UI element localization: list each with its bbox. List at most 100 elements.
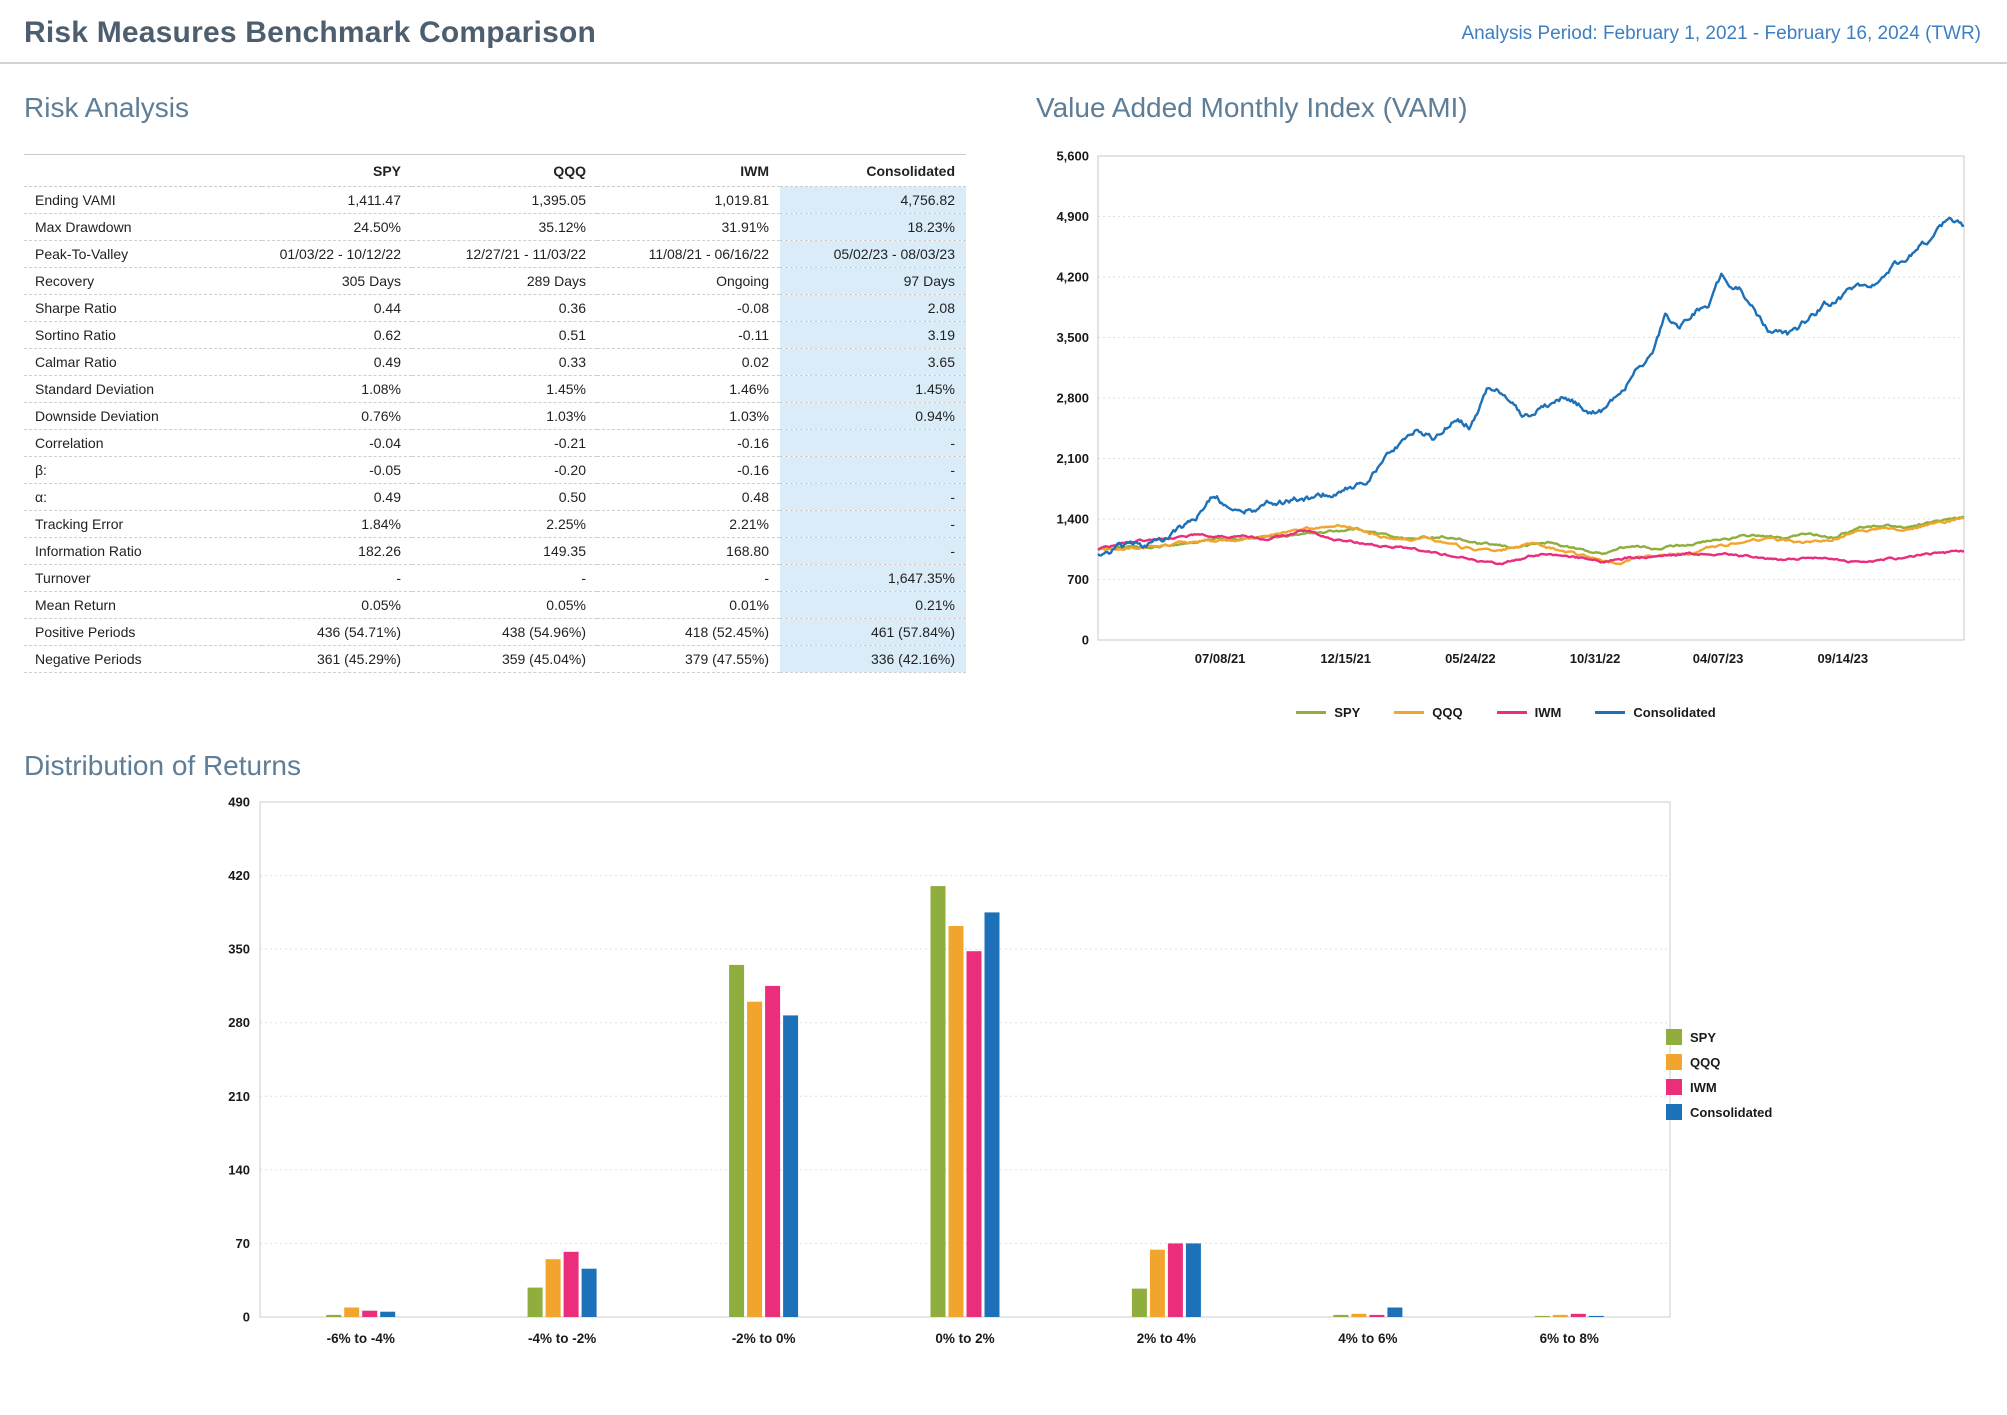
category-label: -6% to -4% [327,1331,395,1346]
table-row: Calmar Ratio 0.49 0.33 0.02 3.65 [24,348,966,376]
series-line-spy [1097,515,1965,556]
metric-column-header [24,154,262,187]
metric-value: 0.76% [361,408,401,424]
distribution-section: Distribution of Returns 0 70 140 210 280 350 4… [0,720,2007,1370]
legend-label: IWM [1690,1079,1717,1095]
metric-value: 438 (54.96%) [501,624,586,640]
metric-value: 0.01% [729,597,769,613]
metric-value: 359 (45.04%) [501,651,586,667]
metric-value: -0.20 [554,462,586,478]
metric-value: - [780,510,966,538]
bar-qqq [747,1001,763,1317]
metric-value: 1.45% [546,381,586,397]
legend-swatch-consolidated [1595,711,1626,714]
metric-label: β: [35,462,47,478]
metric-value: - [581,570,586,586]
table-row: Sharpe Ratio 0.44 0.36 -0.08 2.08 [24,294,966,322]
metric-value: - [780,429,966,457]
bar-qqq [545,1259,561,1317]
legend-item-qqq: QQQ [1394,705,1463,720]
distribution-title: Distribution of Returns [24,750,302,781]
legend-swatch-iwm [1496,711,1527,714]
metric-label: Downside Deviation [35,408,159,424]
main-row: Risk Analysis SPY QQQ IWM Consolidated Endi… [0,64,2007,720]
metric-value: 436 (54.71%) [316,624,401,640]
metric-value: 01/03/22 - 10/12/22 [279,246,401,262]
metric-value: 4,756.82 [780,186,966,214]
table-row: Negative Periods 361 (45.29%) 359 (45.04%)… [24,645,966,673]
x-tick-label: 07/08/21 [1195,651,1246,666]
table-row: Standard Deviation 1.08% 1.45% 1.46% 1.45% [24,375,966,403]
legend-item-qqq: QQQ [1666,1054,1772,1070]
column-header-consolidated: Consolidated [780,154,966,187]
y-tick-label: 3,500 [1056,330,1089,345]
metric-value: 97 Days [780,267,966,295]
metric-label: Ending VAMI [35,192,116,208]
bar-iwm [1369,1314,1385,1317]
legend-swatch-spy [1296,711,1327,714]
table-row: Information Ratio 182.26 149.35 168.80- [24,537,966,565]
metric-value: 2.21% [729,516,769,532]
metric-value: 1.03% [729,408,769,424]
metric-value: 1,019.81 [714,192,770,208]
legend-label: SPY [1334,705,1361,720]
metric-value: -0.04 [369,435,401,451]
risk-analysis-section: Risk Analysis SPY QQQ IWM Consolidated Endi… [24,92,976,720]
y-tick-label: 70 [236,1236,250,1251]
bar-iwm [1570,1313,1586,1317]
y-tick-label: 2,100 [1056,451,1089,466]
table-row: Max Drawdown 24.50% 35.12% 31.91% 18.23% [24,213,966,241]
bar-spy [1131,1288,1147,1317]
table-row: Peak-To-Valley 01/03/22 - 10/12/22 12/27/2… [24,240,966,268]
report-page: Risk Measures Benchmark Comparison Analy… [0,0,2007,1370]
metric-value: 1.03% [546,408,586,424]
bar-spy [326,1314,342,1317]
category-label: 6% to 8% [1540,1331,1599,1346]
y-tick-label: 4,200 [1056,270,1089,285]
y-tick-label: 280 [228,1015,250,1030]
legend-swatch-qqq [1666,1054,1682,1070]
page-header: Risk Measures Benchmark Comparison Analy… [0,0,2007,64]
table-row: Sortino Ratio 0.62 0.51 -0.11 3.19 [24,321,966,349]
metric-label: Sharpe Ratio [35,300,117,316]
bar-qqq [344,1307,360,1317]
table-row: Tracking Error 1.84% 2.25% 2.21% - [24,510,966,538]
vami-title: Value Added Monthly Index (VAMI) [1036,92,1468,123]
metric-value: 3.65 [780,348,966,376]
legend-item-iwm: IWM [1496,705,1562,720]
metric-value: 0.05% [546,597,586,613]
metric-value: 361 (45.29%) [316,651,401,667]
table-row: Mean Return 0.05% 0.05% 0.01% 0.21% [24,591,966,619]
x-tick-label: 04/07/23 [1693,651,1744,666]
metric-value: 0.94% [780,402,966,430]
legend-item-consolidated: Consolidated [1666,1104,1772,1120]
metric-value: 0.48 [741,489,769,505]
risk-analysis-table: SPY QQQ IWM Consolidated Ending VAMI 1,411.4… [24,154,966,673]
metric-value: 24.50% [353,219,401,235]
bar-consolidated [581,1268,597,1317]
y-tick-label: 0 [1082,633,1089,648]
metric-value: 0.33 [558,354,586,370]
page-title: Risk Measures Benchmark Comparison [24,16,597,49]
metric-value: Ongoing [716,273,769,289]
table-row: Downside Deviation 0.76% 1.03% 1.03% 0.94% [24,402,966,430]
bar-spy [930,886,946,1317]
legend-label: IWM [1534,705,1562,720]
metric-value: 168.80 [726,543,769,559]
metric-value: -0.08 [737,300,769,316]
y-tick-label: 490 [228,795,250,810]
y-tick-label: 2,800 [1056,391,1089,406]
legend-item-spy: SPY [1666,1029,1772,1045]
metric-label: Mean Return [35,597,116,613]
metric-value: 0.49 [373,489,401,505]
metric-value: - [780,483,966,511]
bar-iwm [1167,1243,1183,1317]
bar-consolidated [380,1311,396,1317]
vami-section: Value Added Monthly Index (VAMI) 0 700 1,4… [976,92,1983,720]
bar-consolidated [984,912,1000,1317]
category-label: 4% to 6% [1338,1331,1397,1346]
metric-value: 2.25% [546,516,586,532]
x-tick-label: 10/31/22 [1570,651,1621,666]
category-label: 0% to 2% [935,1331,994,1346]
x-tick-label: 12/15/21 [1320,651,1371,666]
